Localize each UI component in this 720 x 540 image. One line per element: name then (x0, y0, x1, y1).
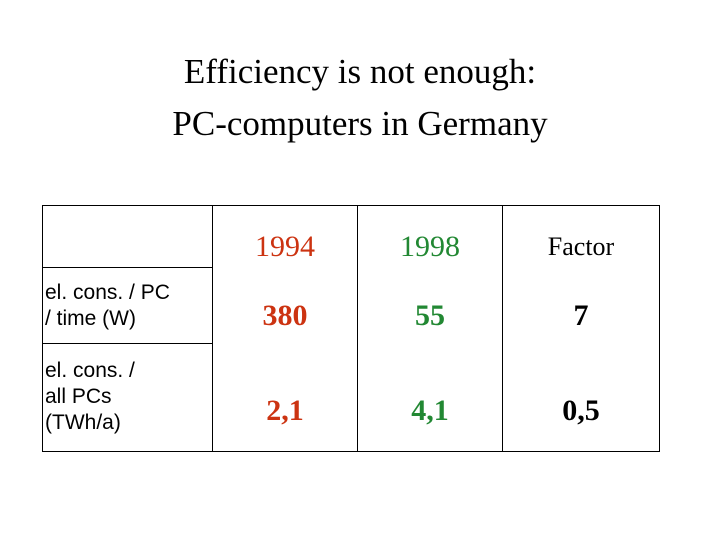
row-label-line: el. cons. / (45, 359, 135, 382)
table: 1994 1998 Factor el. cons. / PC / time (… (42, 205, 660, 452)
header-cell: Factor (547, 232, 615, 261)
table-cell: 0,5 (562, 394, 600, 427)
table-cell: 2,1 (266, 394, 304, 427)
row-label-line: all PCs (45, 385, 112, 408)
title-line: Efficiency is not enough: (183, 52, 537, 91)
row-label: el. cons. / PC / time (W) (45, 268, 213, 343)
row-label: el. cons. / all PCs (TWh/a) (45, 344, 213, 450)
row-label-line: (TWh/a) (45, 411, 121, 434)
column-divider (502, 206, 503, 451)
table-cell: 4,1 (411, 394, 449, 427)
row-label-line: / time (W) (45, 306, 136, 330)
row-label-line: el. cons. / PC (45, 280, 170, 304)
table-cell: 55 (415, 299, 445, 332)
row-divider (43, 343, 213, 344)
table-cell: 380 (262, 299, 308, 332)
column-divider (212, 206, 213, 451)
row-divider (43, 267, 213, 268)
column-divider (357, 206, 358, 451)
table-cell: 7 (573, 299, 589, 332)
header-cell: 1998 (400, 230, 460, 263)
title-line: PC-computers in Germany (172, 104, 548, 143)
header-cell: 1994 (255, 230, 315, 263)
